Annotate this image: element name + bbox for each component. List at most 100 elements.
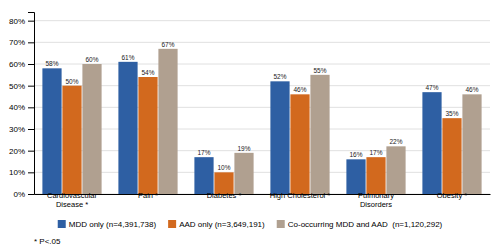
data-label: 52%	[273, 73, 286, 80]
x-tick-label-line: Disorders	[360, 200, 392, 209]
bar	[290, 94, 309, 194]
bar	[310, 75, 329, 194]
data-label: 55%	[313, 67, 326, 74]
grid-line	[34, 194, 490, 195]
y-tick: 20%	[9, 147, 34, 156]
data-label: 35%	[445, 110, 458, 117]
y-tick-label: 40%	[9, 103, 25, 112]
y-tick: 40%	[9, 103, 34, 112]
x-tick-label-line: Pain *	[138, 191, 158, 200]
y-tick-mark	[28, 64, 34, 65]
y-tick: 80%	[9, 17, 34, 26]
legend: MDD only (n=4,391,738) AAD only (n=3,649,…	[58, 220, 443, 229]
data-label: 61%	[121, 54, 134, 61]
x-tick-label: CardiovascularDisease *	[47, 191, 98, 209]
x-tick: High Cholesterol *	[270, 191, 331, 200]
y-tick-label: 20%	[9, 147, 25, 156]
bar	[386, 146, 405, 194]
legend-label: AAD only (n=3,649,191)	[179, 220, 265, 229]
data-label: 17%	[369, 149, 382, 156]
data-label: 46%	[293, 86, 306, 93]
x-tick: Diabetes *	[207, 191, 242, 200]
y-tick: 60%	[9, 60, 34, 69]
grid-line	[34, 64, 490, 65]
x-axis-line	[35, 194, 491, 195]
data-label: 16%	[349, 151, 362, 158]
bar	[82, 64, 101, 194]
bar	[194, 157, 213, 194]
x-tick-label-line: Disease *	[56, 200, 88, 209]
legend-label: MDD only (n=4,391,738)	[69, 220, 157, 229]
y-tick-label: 10%	[9, 168, 25, 177]
bar	[138, 77, 157, 194]
x-axis: CardiovascularDisease * Pain * Diabetes * H…	[35, 191, 491, 209]
y-tick-label: 50%	[9, 82, 25, 91]
x-tick-label: Obesity *	[437, 191, 468, 200]
y-axis-line	[28, 13, 35, 195]
x-tick-label: PulmonaryDisorders	[358, 191, 394, 209]
x-tick: Pain *	[138, 191, 158, 200]
grid-line	[34, 172, 490, 173]
bar-series	[62, 77, 461, 194]
grid-line	[34, 150, 490, 151]
grid-line	[34, 42, 490, 43]
y-tick-mark	[28, 107, 34, 108]
data-label: 54%	[141, 69, 154, 76]
y-tick-mark	[28, 172, 34, 173]
legend-item: Co-occurring MDD and AAD (n=1,120,292)	[277, 220, 443, 229]
bar	[158, 49, 177, 194]
bar	[442, 118, 461, 194]
y-tick-mark	[28, 194, 34, 195]
grid-line	[34, 85, 490, 86]
x-tick-label: Diabetes *	[207, 191, 242, 200]
x-tick: CardiovascularDisease *	[47, 191, 98, 209]
y-tick: 50%	[9, 82, 34, 91]
data-label: 46%	[465, 86, 478, 93]
legend-swatch	[168, 220, 176, 228]
bar	[346, 159, 365, 194]
legend-item: AAD only (n=3,649,191)	[168, 220, 265, 229]
y-tick: 70%	[9, 38, 34, 47]
y-tick-label: 30%	[9, 125, 25, 134]
data-label: 58%	[45, 60, 58, 67]
data-label: 50%	[65, 78, 78, 85]
x-tick: PulmonaryDisorders	[358, 191, 394, 209]
y-tick-mark	[28, 86, 34, 87]
y-axis: 0% 10% 20% 30% 40% 50% 60% 70% 80%	[9, 13, 35, 200]
data-label: 60%	[85, 56, 98, 63]
grid	[34, 21, 490, 194]
bar-series	[82, 49, 481, 194]
data-label: 17%	[197, 149, 210, 156]
bar	[462, 94, 481, 194]
y-tick-mark	[28, 21, 34, 22]
bar	[234, 153, 253, 194]
bar	[118, 62, 137, 194]
y-tick-mark	[28, 151, 34, 152]
x-tick-label-line: Obesity *	[437, 191, 468, 200]
footnote: * P<.05	[34, 237, 61, 246]
x-tick-label-line: High Cholesterol *	[270, 191, 331, 200]
y-tick: 30%	[9, 125, 34, 134]
data-label: 10%	[217, 164, 230, 171]
data-label: 22%	[389, 138, 402, 145]
data-labels: 58% 61% 17% 52% 16% 47% 50% 54% 10% 46% 17% 35% 60% 6…	[45, 41, 478, 172]
y-tick-mark	[28, 129, 34, 130]
data-label: 47%	[425, 84, 438, 91]
plot: 0% 10% 20% 30% 40% 50% 60% 70% 80% Cardiovascular…	[9, 13, 491, 209]
bar	[42, 68, 61, 194]
legend-item: MDD only (n=4,391,738)	[58, 220, 157, 229]
x-tick: Obesity *	[437, 191, 468, 200]
data-label: 67%	[161, 41, 174, 48]
grid-line	[34, 129, 490, 130]
data-label: 19%	[237, 145, 250, 152]
bar	[366, 157, 385, 194]
x-tick-label: Pain *	[138, 191, 158, 200]
legend-label: Co-occurring MDD and AAD (n=1,120,292)	[288, 220, 443, 229]
legend-swatch	[277, 220, 285, 228]
y-tick-mark	[28, 42, 34, 43]
chart: 0% 10% 20% 30% 40% 50% 60% 70% 80% Cardiovascular…	[0, 0, 500, 252]
grid-line	[34, 107, 490, 108]
x-tick-label-line: Diabetes *	[207, 191, 242, 200]
y-tick: 0%	[13, 190, 34, 199]
bars	[42, 49, 481, 194]
